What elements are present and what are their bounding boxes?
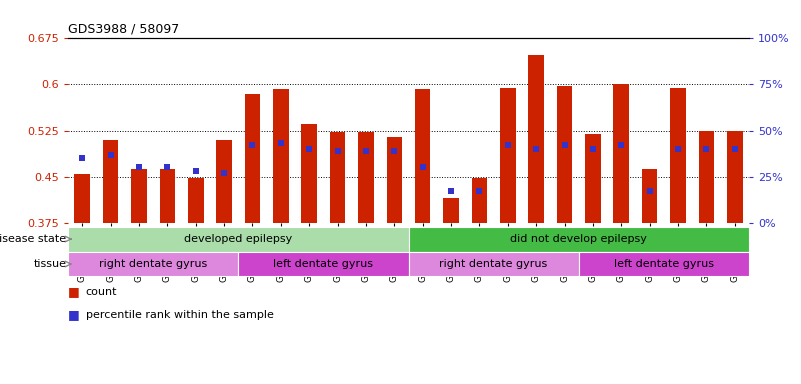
Text: left dentate gyrus: left dentate gyrus bbox=[614, 259, 714, 269]
Bar bbox=[159, 169, 175, 223]
Text: right dentate gyrus: right dentate gyrus bbox=[99, 259, 207, 269]
Bar bbox=[443, 198, 459, 223]
Text: tissue: tissue bbox=[34, 259, 66, 269]
Bar bbox=[358, 132, 374, 223]
Bar bbox=[68, 252, 239, 276]
Text: developed epilepsy: developed epilepsy bbox=[184, 234, 292, 244]
Bar bbox=[216, 140, 232, 223]
Bar bbox=[557, 86, 573, 223]
Bar bbox=[387, 137, 402, 223]
Bar bbox=[131, 169, 147, 223]
Bar bbox=[301, 124, 317, 223]
Text: count: count bbox=[86, 287, 117, 297]
Bar bbox=[698, 131, 714, 223]
Text: left dentate gyrus: left dentate gyrus bbox=[273, 259, 373, 269]
Bar bbox=[188, 179, 203, 223]
Bar bbox=[614, 84, 629, 223]
Bar bbox=[500, 88, 516, 223]
Bar bbox=[727, 131, 743, 223]
Bar bbox=[103, 140, 119, 223]
Text: ■: ■ bbox=[68, 308, 80, 321]
Bar bbox=[529, 55, 544, 223]
Bar bbox=[330, 132, 345, 223]
Bar bbox=[409, 252, 578, 276]
Text: did not develop epilepsy: did not develop epilepsy bbox=[510, 234, 647, 244]
Bar bbox=[472, 179, 487, 223]
Bar bbox=[239, 252, 409, 276]
Bar bbox=[578, 252, 749, 276]
Bar bbox=[642, 169, 658, 223]
Bar bbox=[68, 227, 409, 252]
Bar bbox=[273, 89, 288, 223]
Text: percentile rank within the sample: percentile rank within the sample bbox=[86, 310, 274, 320]
Bar bbox=[409, 227, 749, 252]
Text: GDS3988 / 58097: GDS3988 / 58097 bbox=[68, 23, 179, 36]
Text: right dentate gyrus: right dentate gyrus bbox=[440, 259, 548, 269]
Bar bbox=[670, 88, 686, 223]
Text: disease state: disease state bbox=[0, 234, 66, 244]
Bar bbox=[415, 89, 430, 223]
Bar bbox=[244, 94, 260, 223]
Text: ■: ■ bbox=[68, 285, 80, 298]
Bar bbox=[585, 134, 601, 223]
Bar bbox=[74, 174, 90, 223]
